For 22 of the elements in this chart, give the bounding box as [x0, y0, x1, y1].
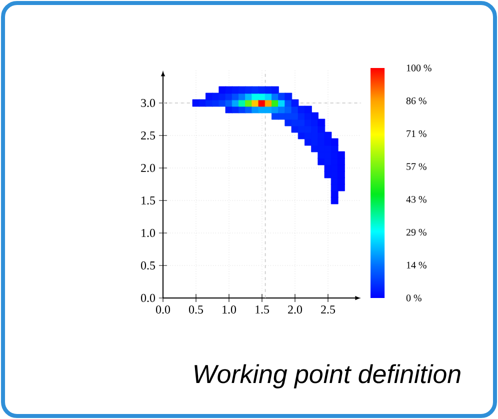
color-bar-label: 86 % [406, 97, 426, 104]
color-bar-label: 71 % [406, 130, 426, 138]
color-bar-label: 100 % [406, 64, 432, 72]
x-tick-label: 0.0 [156, 306, 170, 314]
text: Working point definition [194, 364, 460, 388]
y-tick-label: 2.0 [141, 164, 156, 172]
x-tick-label: 2.5 [321, 306, 336, 314]
color-bar-label: 14 % [406, 262, 426, 269]
color-bar-label: 29 % [406, 228, 426, 236]
x-tick-label: 1.5 [256, 306, 270, 314]
color-bar-label: 0 % [406, 294, 422, 302]
color-bar-label: 57 % [406, 163, 426, 170]
x-tick-label: 1.0 [222, 306, 236, 314]
y-tick-label: 1.0 [142, 228, 156, 238]
x-tick-label: 0.5 [188, 306, 204, 314]
y-tick-label: 0.0 [140, 294, 156, 302]
y-tick-label: 3.0 [141, 98, 156, 108]
y-tick-label: 1.5 [142, 196, 156, 205]
color-bar-label: 43 % [406, 196, 426, 203]
x-tick-label: 2.0 [288, 306, 302, 314]
y-tick-label: 2.5 [141, 131, 156, 140]
y-tick-label: 0.5 [140, 261, 156, 270]
